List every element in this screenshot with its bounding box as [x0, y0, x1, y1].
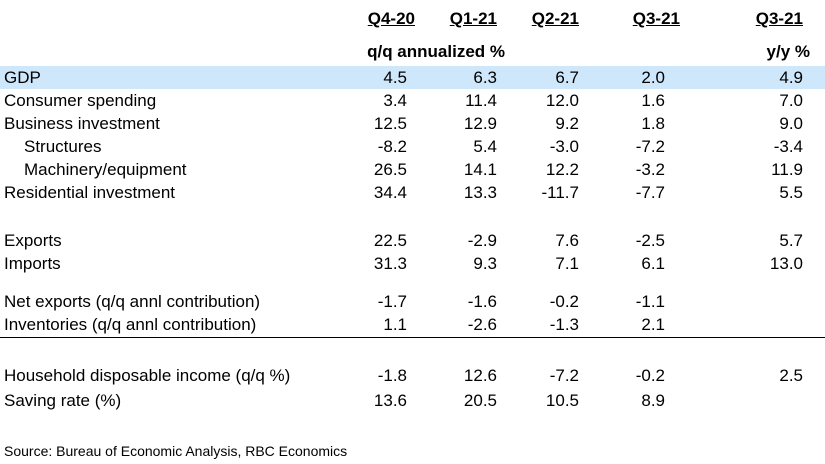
cell-q2-21: -0.2 — [549, 292, 579, 311]
row-label: Exports — [4, 231, 62, 250]
cell-q4-20: -8.2 — [377, 137, 407, 156]
column-header-q3-21: Q3-21 — [632, 9, 680, 28]
cell-q2-21: -1.3 — [549, 315, 579, 334]
cell-q3-21-yy: 2.5 — [779, 366, 803, 385]
row-label: Imports — [4, 254, 61, 273]
row-label: Residential investment — [4, 183, 176, 202]
cell-q2-21: 12.0 — [545, 91, 579, 110]
row-label: Inventories (q/q annl contribution) — [4, 315, 257, 334]
cell-q2-21: 6.7 — [555, 68, 579, 87]
cell-q3-21: 8.9 — [641, 391, 665, 410]
cell-q2-21: 10.5 — [545, 391, 579, 410]
cell-q4-20: 4.5 — [383, 68, 407, 87]
cell-q2-21: -7.2 — [549, 366, 579, 385]
cell-q4-20: -1.8 — [377, 366, 407, 385]
cell-q2-21: 7.6 — [555, 231, 579, 250]
column-header-q4-20: Q4-20 — [367, 9, 415, 28]
cell-q4-20: 34.4 — [373, 183, 407, 202]
row-label: Household disposable income (q/q %) — [4, 366, 291, 385]
table-row-gdp: GDP 4.5 6.3 6.7 2.0 4.9 — [0, 66, 825, 89]
cell-q4-20: 22.5 — [373, 231, 407, 250]
cell-q3-21: -0.2 — [635, 366, 665, 385]
cell-q3-21: -7.7 — [635, 183, 665, 202]
cell-q4-20: -1.7 — [377, 292, 407, 311]
cell-q4-20: 26.5 — [373, 160, 407, 179]
table-row-structures: Structures -8.2 5.4 -3.0 -7.2 -3.4 — [0, 135, 825, 158]
cell-q2-21: 12.2 — [545, 160, 579, 179]
cell-q1-21: -1.6 — [467, 292, 497, 311]
cell-q1-21: 14.1 — [463, 160, 497, 179]
cell-q1-21: -2.9 — [467, 231, 497, 250]
cell-q3-21-yy: 11.9 — [771, 160, 803, 179]
cell-q2-21: 7.1 — [555, 254, 579, 273]
cell-q3-21: 1.6 — [641, 91, 665, 110]
table-row-net-exports: Net exports (q/q annl contribution) -1.7… — [0, 290, 825, 313]
cell-q1-21: 5.4 — [473, 137, 497, 156]
cell-q3-21-yy: 13.0 — [769, 254, 803, 273]
table-row-exports: Exports 22.5 -2.9 7.6 -2.5 5.7 — [0, 229, 825, 252]
cell-q1-21: 6.3 — [473, 68, 497, 87]
cell-q3-21-yy: 5.7 — [779, 231, 803, 250]
column-header-q3-21-yy: Q3-21 — [755, 9, 803, 28]
row-label: Net exports (q/q annl contribution) — [4, 292, 261, 311]
cell-q4-20: 13.6 — [373, 391, 407, 410]
row-label: Consumer spending — [4, 91, 157, 110]
cell-q2-21: 9.2 — [555, 114, 579, 133]
subheader-yy: y/y % — [766, 42, 810, 61]
cell-q3-21: 2.1 — [641, 315, 665, 334]
table-row-machinery-equipment: Machinery/equipment 26.5 14.1 12.2 -3.2 … — [0, 158, 825, 181]
cell-q3-21: -2.5 — [635, 231, 665, 250]
cell-q3-21-yy: 9.0 — [779, 114, 803, 133]
table-row-consumer-spending: Consumer spending 3.4 11.4 12.0 1.6 7.0 — [0, 89, 825, 112]
cell-q1-21: 12.9 — [463, 114, 497, 133]
table-row-residential-investment: Residential investment 34.4 13.3 -11.7 -… — [0, 181, 825, 204]
row-label: Saving rate (%) — [4, 391, 122, 410]
cell-q3-21: -7.2 — [635, 137, 665, 156]
cell-q1-21: 9.3 — [473, 254, 497, 273]
cell-q3-21: -3.2 — [635, 160, 665, 179]
cell-q1-21: 20.5 — [463, 391, 497, 410]
row-label: GDP — [4, 68, 41, 87]
cell-q4-20: 12.5 — [373, 114, 407, 133]
cell-q3-21: -1.1 — [635, 292, 665, 311]
column-header-q2-21: Q2-21 — [531, 9, 579, 28]
table-row-saving-rate: Saving rate (%) 13.6 20.5 10.5 8.9 — [0, 389, 825, 412]
cell-q4-20: 31.3 — [373, 254, 407, 273]
section-divider — [0, 337, 825, 338]
table-row-household-disposable-income: Household disposable income (q/q %) -1.8… — [0, 364, 825, 387]
cell-q3-21-yy: -3.4 — [773, 137, 803, 156]
cell-q4-20: 3.4 — [383, 91, 407, 110]
cell-q1-21: -2.6 — [467, 315, 497, 334]
cell-q3-21: 6.1 — [641, 254, 665, 273]
cell-q3-21-yy: 7.0 — [779, 91, 803, 110]
cell-q4-20: 1.1 — [383, 315, 407, 334]
table-row-business-investment: Business investment 12.5 12.9 9.2 1.8 9.… — [0, 112, 825, 135]
cell-q1-21: 13.3 — [463, 183, 497, 202]
row-label: Machinery/equipment — [24, 160, 187, 179]
table-row-imports: Imports 31.3 9.3 7.1 6.1 13.0 — [0, 252, 825, 275]
cell-q3-21-yy: 4.9 — [779, 68, 803, 87]
cell-q3-21: 2.0 — [641, 68, 665, 87]
table-row-inventories: Inventories (q/q annl contribution) 1.1 … — [0, 313, 825, 336]
cell-q2-21: -3.0 — [549, 137, 579, 156]
cell-q3-21: 1.8 — [641, 114, 665, 133]
cell-q2-21: -11.7 — [541, 183, 580, 202]
cell-q1-21: 12.6 — [463, 366, 497, 385]
column-header-q1-21: Q1-21 — [449, 9, 497, 28]
cell-q1-21: 11.4 — [465, 91, 497, 110]
source-note: Source: Bureau of Economic Analysis, RBC… — [4, 443, 348, 459]
row-label: Business investment — [4, 114, 160, 133]
subheader-qq-annualized: q/q annualized % — [367, 42, 505, 61]
row-label: Structures — [24, 137, 102, 156]
cell-q3-21-yy: 5.5 — [779, 183, 803, 202]
